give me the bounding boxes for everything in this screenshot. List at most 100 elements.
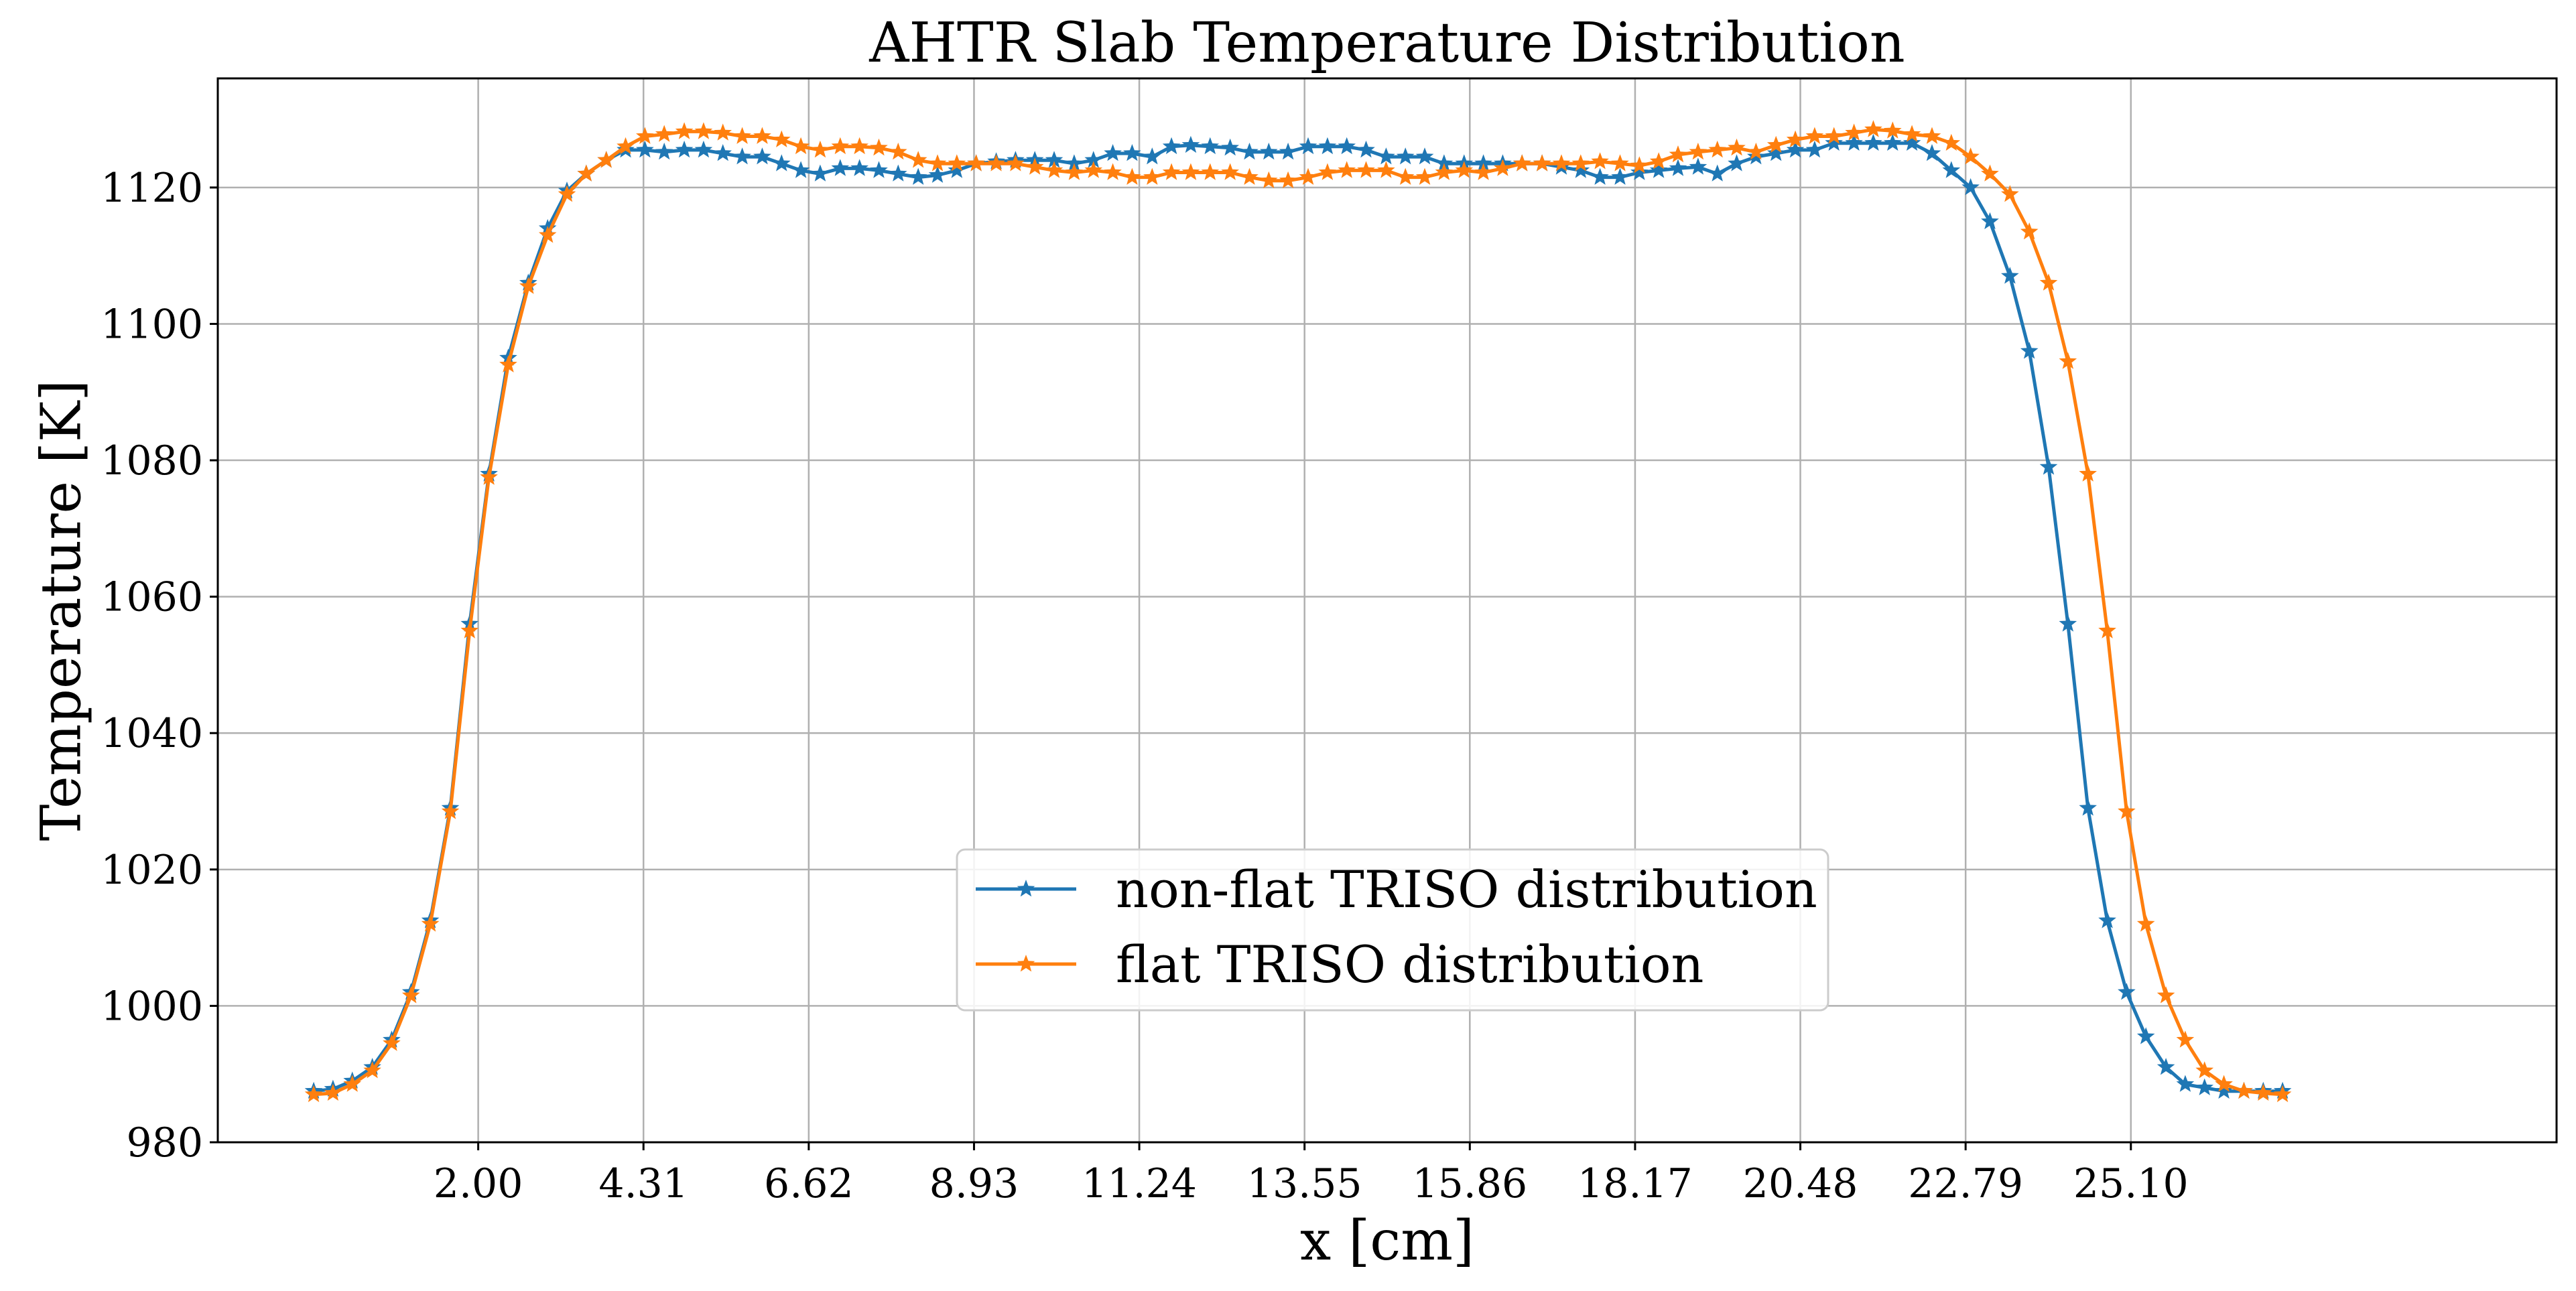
legend-marker	[1017, 880, 1035, 897]
data-point	[889, 142, 907, 160]
data-point	[519, 277, 537, 294]
data-point	[2215, 1081, 2233, 1099]
data-point	[1338, 137, 1356, 155]
legend-entry: flat TRISO distribution	[976, 935, 1703, 994]
data-point	[2118, 802, 2136, 819]
data-point	[597, 151, 615, 168]
data-point	[2059, 614, 2077, 632]
data-point	[1766, 135, 1785, 153]
y-tick-label: 1020	[101, 847, 203, 894]
data-point	[1065, 163, 1084, 180]
data-point	[987, 154, 1005, 172]
data-point	[1435, 163, 1454, 180]
data-point	[617, 137, 635, 155]
y-tick-label: 1040	[101, 710, 203, 757]
data-point	[1143, 147, 1161, 165]
data-point	[1591, 152, 1609, 169]
data-point	[1299, 137, 1317, 155]
data-point	[2156, 986, 2175, 1004]
data-point	[1571, 154, 1590, 172]
data-point	[1805, 127, 1824, 144]
data-point	[909, 167, 927, 185]
data-point	[1864, 133, 1882, 151]
data-point	[2254, 1083, 2272, 1101]
x-tick-label: 11.24	[1082, 1160, 1197, 1207]
data-point	[694, 122, 713, 139]
data-point	[1415, 147, 1434, 165]
data-point	[1318, 163, 1337, 180]
data-point	[1708, 140, 1726, 158]
y-tick-label: 1060	[101, 574, 203, 621]
data-point	[1396, 167, 1415, 185]
data-point	[1591, 167, 1609, 185]
data-point	[1883, 121, 1902, 139]
data-point	[1455, 161, 1474, 178]
data-point	[1611, 167, 1629, 185]
series-2	[304, 120, 2292, 1103]
data-point	[1357, 161, 1375, 178]
data-point	[1805, 140, 1824, 158]
data-point	[1961, 178, 1980, 196]
data-point	[343, 1075, 361, 1092]
legend: non-flat TRISO distribution flat TRISO di…	[956, 848, 1829, 1012]
data-point	[1045, 161, 1064, 178]
data-point	[1845, 123, 1863, 141]
data-point	[1260, 171, 1278, 188]
data-point	[1923, 127, 1941, 144]
data-point	[1512, 154, 1531, 172]
data-point	[850, 159, 868, 176]
data-point	[1903, 125, 1921, 142]
data-point	[1065, 154, 1084, 172]
data-point	[870, 161, 888, 178]
data-point	[1240, 167, 1259, 185]
data-point	[2098, 621, 2116, 638]
data-point	[811, 140, 830, 158]
axis-ticks: 2.00 4.31 6.62 8.93 11.24 13.55 15.86 18.17 20.4…	[101, 165, 2188, 1207]
data-point	[850, 137, 868, 155]
plot-frame	[216, 77, 2558, 1144]
data-point	[1669, 145, 1687, 163]
data-point	[694, 140, 713, 158]
data-point	[1162, 163, 1181, 180]
x-tick-label: 18.17	[1577, 1160, 1693, 1207]
data-point	[714, 123, 732, 141]
x-tick-label: 22.79	[1908, 1160, 2023, 1207]
data-point	[948, 154, 966, 172]
data-point	[733, 127, 751, 144]
y-tick-label: 1100	[101, 301, 203, 348]
data-point	[460, 621, 479, 638]
data-point	[1786, 140, 1805, 158]
x-tick-label: 6.62	[764, 1160, 854, 1207]
data-point	[753, 127, 771, 144]
data-point	[2001, 267, 2019, 284]
data-point	[1766, 144, 1785, 161]
data-point	[1279, 142, 1297, 160]
data-point	[2079, 799, 2097, 816]
data-point	[1786, 130, 1805, 147]
legend-label: flat TRISO distribution	[1116, 935, 1703, 994]
data-point	[1279, 171, 1297, 188]
data-point	[538, 226, 557, 243]
data-point	[1377, 147, 1395, 165]
data-point	[1007, 154, 1025, 172]
data-point	[948, 161, 966, 178]
x-tick-label: 8.93	[929, 1160, 1019, 1207]
data-point	[558, 185, 576, 202]
data-point	[2215, 1075, 2233, 1092]
data-point	[928, 165, 947, 183]
data-point	[1084, 151, 1103, 168]
data-point	[636, 127, 654, 144]
y-axis-label: Temperature [K]	[30, 380, 94, 841]
data-point	[1318, 137, 1337, 155]
legend-box	[956, 848, 1829, 1012]
x-axis-label: x [cm]	[1300, 1209, 1474, 1273]
data-point	[714, 144, 732, 161]
data-point	[1201, 163, 1220, 180]
x-tick-label: 13.55	[1247, 1160, 1362, 1207]
data-point	[1104, 144, 1122, 161]
data-point	[2176, 1030, 2195, 1048]
data-point	[2020, 342, 2039, 359]
y-tick-label: 980	[126, 1119, 203, 1166]
data-point	[1669, 159, 1687, 176]
